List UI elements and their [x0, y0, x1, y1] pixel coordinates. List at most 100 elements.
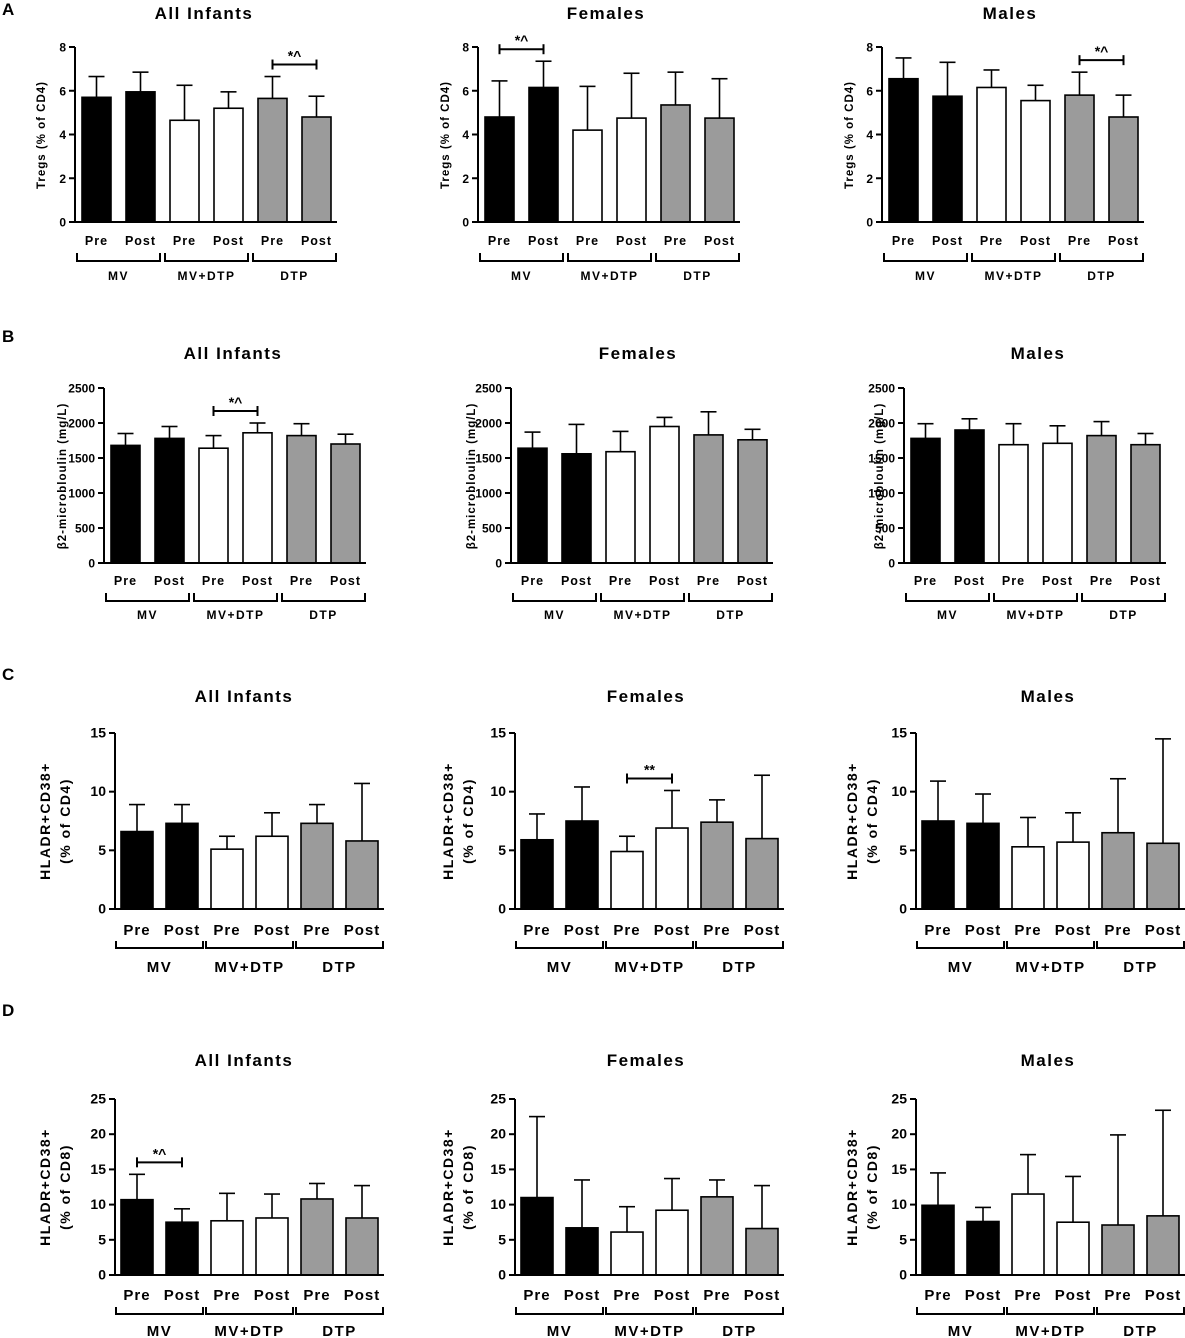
y-tick-label: 5 — [98, 842, 106, 858]
x-tick-label: Post — [330, 574, 361, 588]
y-tick-label: 0 — [98, 1267, 106, 1283]
x-tick-label: Pre — [892, 234, 915, 248]
x-tick-label: Pre — [114, 574, 137, 588]
y-tick-label: 25 — [490, 1091, 506, 1107]
x-tick-label: Pre — [1014, 922, 1041, 939]
y-tick-label: 0 — [98, 901, 106, 917]
group-label: DTP — [1123, 1323, 1158, 1338]
x-tick-label: Post — [254, 1287, 291, 1304]
x-tick-label: Post — [1055, 1287, 1092, 1304]
group-bracket — [115, 1307, 204, 1315]
y-tick-label: 0 — [88, 557, 95, 571]
group-bracket — [655, 253, 740, 262]
y-tick-label: 25 — [891, 1091, 907, 1107]
x-tick-label: Post — [213, 234, 244, 248]
group-label: MV+DTP — [614, 1323, 684, 1338]
y-tick-label: 10 — [490, 1196, 506, 1212]
x-tick-label: Post — [154, 574, 185, 588]
y-axis-label: Tregs (% of CD4) — [440, 81, 452, 189]
y-axis-label: (% of CD8) — [57, 1144, 73, 1230]
chart-d3: Males HLADR+CD38+ (% of CD8) 0 5 10 15 20 25 Pre P… — [844, 1051, 1185, 1338]
group-bracket — [205, 1307, 294, 1315]
bar — [520, 1196, 554, 1276]
bar — [120, 830, 154, 910]
significance-label: *^ — [1095, 43, 1109, 59]
group-bracket — [695, 941, 784, 949]
group-label: MV — [937, 608, 958, 622]
y-tick-label: 5 — [899, 842, 907, 858]
bar — [932, 95, 963, 223]
bar — [700, 821, 734, 910]
bar — [921, 1204, 955, 1276]
group-label: MV+DTP — [580, 269, 638, 283]
bar — [561, 452, 592, 564]
bar — [484, 116, 515, 223]
chart-d1: All Infants HLADR+CD38+ (% of CD8) 0 5 10 15 20… — [37, 1051, 384, 1338]
group-label: MV+DTP — [214, 1323, 284, 1338]
significance-label: *^ — [288, 48, 302, 64]
y-tick-label: 10 — [891, 1196, 907, 1212]
y-tick-label: 20 — [90, 1126, 106, 1142]
x-tick-label: Post — [1145, 1287, 1182, 1304]
bar — [125, 91, 156, 223]
y-axis-label: HLADR+CD38+ — [37, 762, 53, 880]
bar — [520, 838, 554, 910]
group-label: DTP — [1123, 959, 1158, 976]
group-label: MV — [948, 1323, 974, 1338]
bar — [257, 97, 288, 223]
bar — [198, 447, 229, 564]
bar — [345, 840, 379, 910]
y-tick-label: 15 — [891, 1161, 907, 1177]
y-tick-label: 2000 — [475, 417, 502, 431]
panel-letter-d: D — [2, 1001, 14, 1020]
y-axis-label: (% of CD4) — [57, 778, 73, 864]
x-tick-label: Pre — [1002, 574, 1025, 588]
group-bracket — [1096, 1307, 1185, 1315]
group-bracket — [600, 593, 685, 602]
chart-b2: Females β2-microbloulin (mg/L) 0 500 1000 150… — [466, 344, 773, 622]
bar — [649, 425, 680, 564]
x-tick-label: Pre — [521, 574, 544, 588]
group-label: MV — [137, 608, 158, 622]
y-tick-label: 0 — [498, 901, 506, 917]
bar — [1101, 831, 1135, 910]
x-tick-label: Pre — [123, 1287, 150, 1304]
group-label: DTP — [722, 1323, 757, 1338]
x-tick-label: Post — [1145, 922, 1182, 939]
bar — [345, 1217, 379, 1276]
y-tick-label: 0 — [498, 1267, 506, 1283]
chart-b1: All Infants β2-microbloulin (mg/L) 0 500 100… — [57, 344, 366, 622]
x-tick-label: Pre — [703, 1287, 730, 1304]
significance-label: *^ — [229, 394, 243, 410]
y-axis-label: β2-microbloulin (mg/L) — [57, 403, 69, 550]
x-tick-label: Post — [242, 574, 273, 588]
y-tick-label: 0 — [59, 216, 66, 230]
group-bracket — [281, 593, 366, 602]
chart-d2: Females HLADR+CD38+ (% of CD8) 0 5 10 15 20 25 Pr… — [440, 1051, 784, 1338]
group-label: DTP — [322, 1323, 357, 1338]
panel-letter-c: C — [2, 665, 14, 684]
bar — [213, 107, 244, 223]
y-tick-label: 15 — [90, 725, 106, 741]
chart-title: Males — [983, 4, 1038, 23]
group-bracket — [1081, 593, 1166, 602]
bar — [954, 429, 985, 564]
x-tick-label: Pre — [488, 234, 511, 248]
group-bracket — [115, 941, 204, 949]
y-tick-label: 6 — [462, 84, 469, 98]
x-tick-label: Pre — [523, 1287, 550, 1304]
chart-a2: Females Tregs (% of CD4) 0 2 4 6 8 Pre Post Pre Po… — [440, 4, 740, 283]
y-tick-label: 2500 — [475, 382, 502, 396]
group-label: MV — [544, 608, 565, 622]
chart-a3: Males Tregs (% of CD4) 0 2 4 6 8 Pre Post Pre Post… — [844, 4, 1144, 283]
x-tick-label: Post — [737, 574, 768, 588]
y-axis-label: β2-microbloulin (mg/L) — [874, 403, 886, 550]
group-bracket — [1096, 941, 1185, 949]
y-tick-label: 2000 — [68, 417, 95, 431]
bar — [565, 820, 599, 910]
y-tick-label: 0 — [899, 901, 907, 917]
y-tick-label: 1500 — [868, 452, 895, 466]
bar — [655, 827, 689, 910]
bar — [704, 117, 735, 223]
bar — [242, 431, 273, 564]
